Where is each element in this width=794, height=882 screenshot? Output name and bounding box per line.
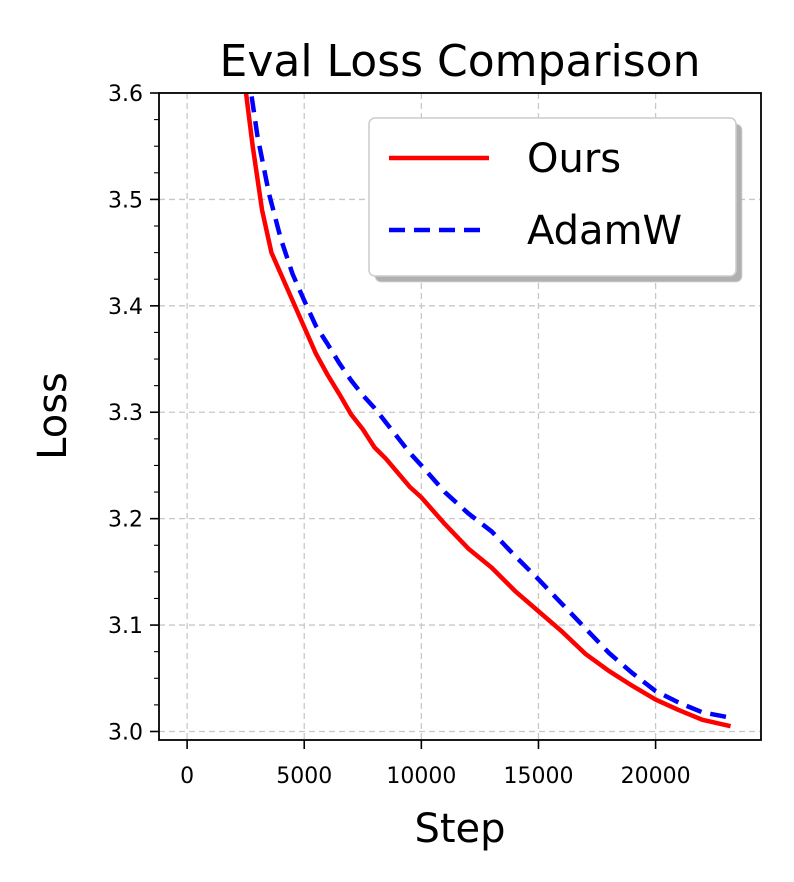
y-tick-label-5: 3.5: [108, 188, 143, 213]
y-tick-label-0: 3.0: [108, 720, 143, 745]
x-tick-label-4: 20000: [621, 764, 691, 789]
y-axis-title: Loss: [30, 372, 76, 460]
legend: Ours AdamW: [368, 117, 742, 282]
series-line-adamw: [248, 93, 731, 720]
y-tick-label-1: 3.1: [108, 614, 143, 639]
y-tick-label-2: 3.2: [108, 508, 143, 533]
y-tick-label-3: 3.3: [108, 401, 143, 426]
plot-frame: [158, 92, 762, 741]
legend-label-ours: Ours: [527, 136, 621, 182]
axis-ticks: 0 5000 10000 15000 20000 3.0 3.1 3.2 3.3 3.4 3.5 3.…: [108, 82, 691, 789]
x-axis-title: Step: [414, 806, 505, 852]
x-tick-label-1: 5000: [276, 764, 332, 789]
y-tick-label-6: 3.6: [108, 82, 143, 107]
chart-title: Eval Loss Comparison: [220, 36, 701, 87]
series-line-ours: [243, 93, 732, 729]
series-lines: [243, 93, 732, 729]
x-tick-label-2: 10000: [386, 764, 456, 789]
x-tick-label-3: 15000: [503, 764, 573, 789]
legend-label-adamw: AdamW: [527, 208, 682, 254]
y-tick-label-4: 3.4: [108, 295, 143, 320]
x-tick-label-0: 0: [180, 764, 194, 789]
